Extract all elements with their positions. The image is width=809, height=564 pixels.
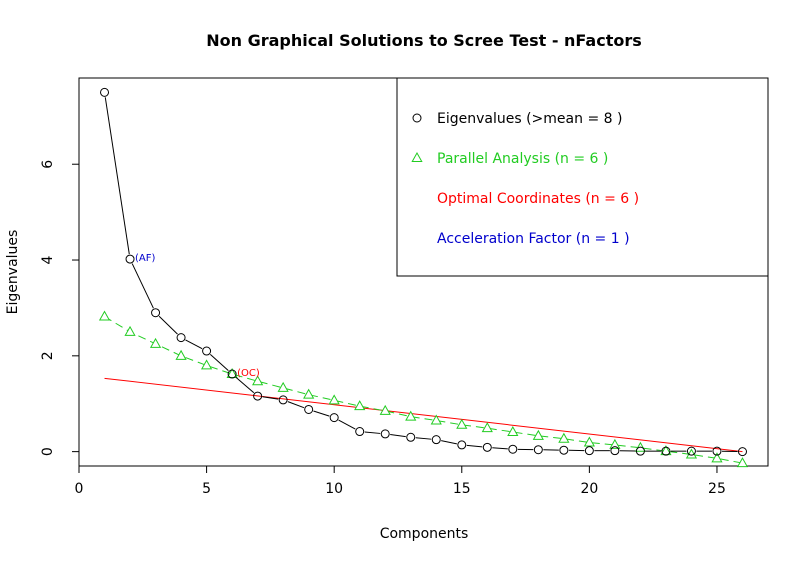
legend-entry-label: Acceleration Factor (n = 1 )	[437, 231, 630, 247]
eigenvalue-segment	[287, 401, 305, 409]
parallel-analysis-point	[98, 310, 111, 321]
legend-triangle-icon	[411, 151, 423, 162]
eigenvalue-point	[227, 369, 237, 379]
parallel-analysis-point	[609, 438, 621, 449]
axes: 0 5 10 15 20 25 0 2 4 6	[40, 160, 726, 497]
eigenvalue-segment	[364, 431, 381, 434]
parallel-analysis-point	[379, 404, 391, 415]
eigenvalue-segment	[131, 263, 154, 309]
x-axis-label: Components	[380, 526, 469, 542]
x-tick-label: 15	[453, 481, 471, 497]
eigenvalue-point	[457, 440, 467, 450]
parallel-analysis-point	[303, 388, 315, 399]
eigenvalue-point	[635, 446, 645, 456]
y-tick-label: 6	[40, 160, 56, 169]
eigenvalue-segment	[492, 447, 508, 450]
annotation-label: (OC)	[237, 368, 260, 379]
parallel-analysis-point	[175, 349, 187, 360]
eigenvalue-segment	[466, 444, 483, 448]
legend-box	[396, 77, 769, 277]
eigenvalue-segment	[441, 440, 457, 445]
eigenvalue-segment	[415, 437, 432, 440]
parallel-analysis-point	[328, 394, 340, 405]
x-tick-label: 25	[708, 481, 726, 497]
eigenvalue-segment	[104, 97, 130, 255]
legend: Eigenvalues (>mean = 8 ) Parallel Analysi…	[396, 77, 769, 277]
annotation-label: (AF)	[135, 253, 155, 264]
eigenvalue-point	[584, 446, 594, 456]
parallel-analysis-point	[736, 457, 749, 468]
parallel-analysis-point	[711, 452, 723, 463]
eigenvalue-point	[380, 429, 390, 439]
x-tick-label: 20	[580, 481, 598, 497]
eigenvalue-segment	[158, 315, 178, 335]
eigenvalue-point	[100, 87, 110, 97]
eigenvalue-point	[686, 446, 696, 456]
eigenvalue-point	[482, 442, 492, 452]
eigenvalue-point	[125, 254, 135, 264]
parallel-analysis-point	[200, 359, 213, 370]
parallel-analysis-point	[456, 418, 468, 429]
eigenvalue-segment	[390, 434, 406, 438]
parallel-analysis-point	[430, 414, 442, 425]
parallel-analysis-line	[104, 316, 743, 464]
eigenvalue-point	[610, 446, 620, 456]
eigenvalue-point	[712, 446, 722, 456]
eigenvalue-point	[151, 308, 161, 318]
legend-entry-label: Eigenvalues (>mean = 8 )	[437, 111, 622, 127]
eigenvalue-point	[304, 404, 314, 414]
eigenvalue-point	[431, 435, 441, 445]
eigenvalue-point	[533, 445, 543, 455]
parallel-analysis-point	[507, 425, 519, 436]
legend-entry-label: Parallel Analysis (n = 6 )	[437, 151, 608, 167]
chart-title: Non Graphical Solutions to Scree Test - …	[206, 31, 642, 50]
eigenvalue-segment	[262, 396, 279, 400]
eigenvalue-segment	[185, 339, 203, 350]
parallel-analysis-point	[481, 422, 493, 433]
y-tick-label: 2	[40, 351, 56, 360]
y-tick-label: 0	[40, 447, 56, 456]
legend-entry-label: Optimal Coordinates (n = 6 )	[437, 191, 639, 207]
y-tick-label: 4	[40, 255, 56, 264]
parallel-analysis-point	[354, 400, 366, 411]
parallel-analysis-point	[583, 436, 595, 447]
parallel-analysis-point	[149, 337, 162, 348]
eigenvalue-point	[253, 391, 263, 401]
parallel-analysis-point	[277, 381, 289, 392]
eigenvalue-point	[737, 447, 747, 457]
parallel-analysis-point	[685, 448, 698, 459]
eigenvalue-point	[329, 413, 339, 423]
parallel-analysis-point	[558, 432, 570, 443]
parallel-analysis-point	[532, 429, 544, 440]
x-tick-label: 5	[202, 481, 211, 497]
parallel-analysis-point	[124, 325, 136, 336]
x-tick-label: 0	[75, 481, 84, 497]
eigenvalue-point	[202, 346, 212, 356]
y-axis-label: Eigenvalues	[5, 230, 21, 315]
eigenvalue-point	[508, 444, 518, 454]
eigenvalue-point	[355, 427, 365, 437]
plot-marks: (AF) (OC)	[98, 87, 749, 468]
eigenvalue-segment	[209, 354, 229, 372]
parallel-analysis-point	[405, 410, 417, 421]
eigenvalue-segment	[338, 419, 356, 430]
eigenvalue-segment	[313, 410, 330, 417]
eigenvalue-point	[278, 395, 288, 405]
eigenvalue-point	[559, 445, 569, 455]
eigenvalue-point	[406, 432, 416, 442]
optimal-coordinates-line	[104, 377, 743, 453]
eigenvalue-point	[661, 446, 671, 456]
legend-circle-icon	[412, 113, 422, 123]
x-tick-label: 10	[325, 481, 343, 497]
eigenvalue-segment	[235, 376, 255, 394]
eigenvalue-point	[176, 333, 186, 343]
parallel-analysis-point	[252, 375, 264, 386]
